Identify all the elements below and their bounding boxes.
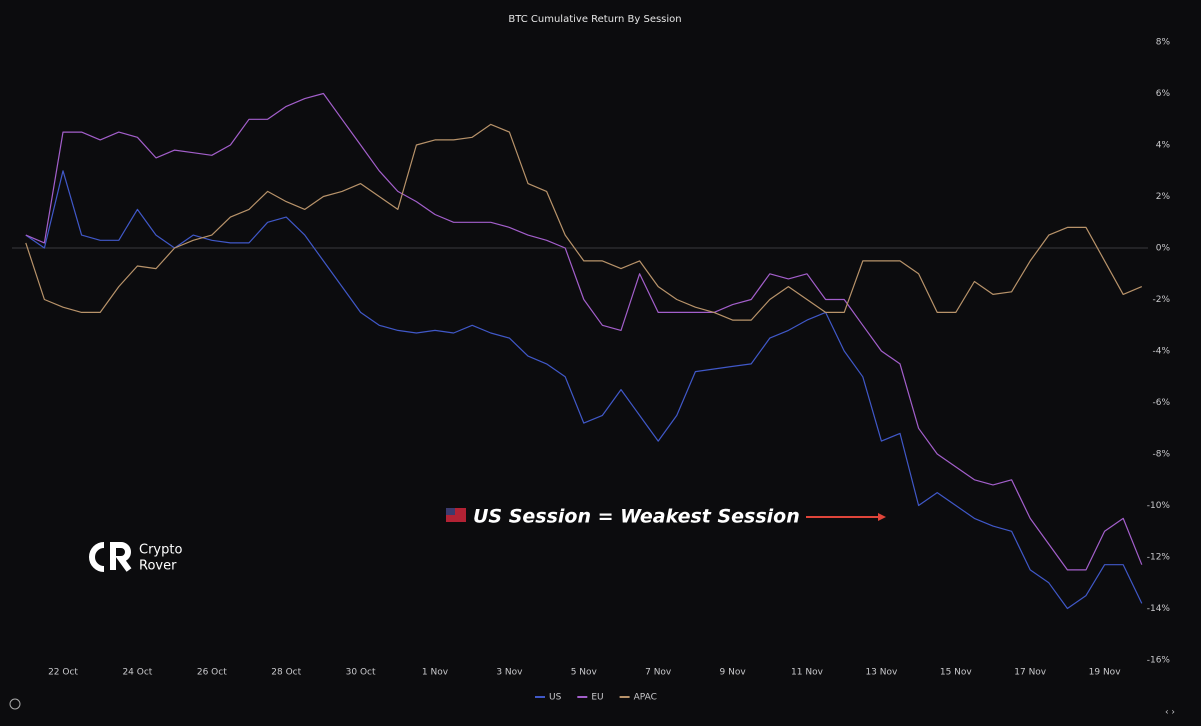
y-tick-label: 6% bbox=[1156, 89, 1171, 99]
logo-text: Rover bbox=[139, 559, 177, 574]
y-tick-label: -8% bbox=[1152, 450, 1170, 460]
x-tick-label: 3 Nov bbox=[496, 668, 523, 678]
x-tick-label: 1 Nov bbox=[422, 668, 449, 678]
info-icon[interactable] bbox=[9, 698, 21, 710]
arrow-head bbox=[878, 513, 886, 521]
logo: Crypto Rover bbox=[89, 542, 182, 574]
y-tick-label: 2% bbox=[1156, 192, 1171, 202]
series-line bbox=[25, 170, 1143, 610]
x-tick-label: 5 Nov bbox=[571, 668, 598, 678]
annotation: US Session = Weakest Session bbox=[446, 506, 886, 528]
y-tick-label: -16% bbox=[1147, 656, 1171, 666]
legend-label: APAC bbox=[634, 693, 657, 703]
x-tick-label: 22 Oct bbox=[48, 668, 78, 678]
logo-mark bbox=[89, 542, 105, 572]
flag bbox=[446, 508, 455, 515]
y-tick-label: -12% bbox=[1147, 553, 1171, 563]
nav[interactable]: ‹ › bbox=[1165, 708, 1175, 718]
y-tick-label: -14% bbox=[1147, 604, 1171, 614]
x-tick-label: 24 Oct bbox=[122, 668, 152, 678]
x-tick-label: 11 Nov bbox=[791, 668, 824, 678]
x-tick-label: 13 Nov bbox=[865, 668, 898, 678]
annotation-text: US Session = Weakest Session bbox=[473, 506, 800, 528]
y-tick-label: 0% bbox=[1156, 244, 1171, 254]
series-line bbox=[25, 92, 1143, 571]
logo-mark bbox=[110, 542, 132, 572]
y-tick-label: 8% bbox=[1156, 38, 1171, 48]
x-tick-label: 28 Oct bbox=[271, 668, 301, 678]
x-tick-label: 7 Nov bbox=[645, 668, 672, 678]
series-line bbox=[25, 123, 1143, 321]
x-tick-label: 19 Nov bbox=[1089, 668, 1122, 678]
y-tick-label: -2% bbox=[1152, 295, 1170, 305]
legend-label: US bbox=[549, 693, 562, 703]
legend-label: EU bbox=[591, 693, 603, 703]
y-tick-label: -10% bbox=[1147, 501, 1171, 511]
chart-title: BTC Cumulative Return By Session bbox=[508, 14, 681, 25]
x-tick-label: 15 Nov bbox=[940, 668, 973, 678]
x-tick-label: 26 Oct bbox=[197, 668, 227, 678]
y-tick-label: -6% bbox=[1152, 398, 1170, 408]
y-tick-label: 4% bbox=[1156, 141, 1171, 151]
x-tick-label: 17 Nov bbox=[1014, 668, 1047, 678]
logo-text: Crypto bbox=[139, 543, 182, 558]
x-tick-label: 30 Oct bbox=[346, 668, 376, 678]
x-tick-label: 9 Nov bbox=[720, 668, 747, 678]
y-tick-label: -4% bbox=[1152, 347, 1170, 357]
